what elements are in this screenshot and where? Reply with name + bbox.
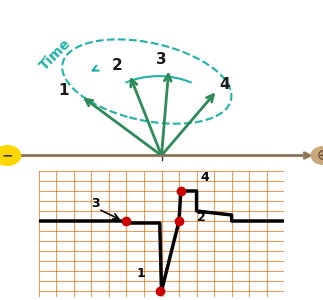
Circle shape: [311, 147, 323, 164]
Text: ⊕: ⊕: [317, 148, 323, 163]
Text: Time: Time: [37, 36, 74, 73]
Text: −: −: [2, 148, 13, 163]
Text: 1: 1: [137, 267, 146, 280]
Circle shape: [0, 146, 21, 165]
Text: 2: 2: [112, 58, 123, 73]
Text: 4: 4: [219, 77, 230, 92]
Text: 3: 3: [156, 52, 167, 67]
Text: 2: 2: [197, 211, 205, 224]
Text: 3: 3: [91, 197, 100, 210]
Text: 1: 1: [58, 83, 68, 98]
Text: 4: 4: [200, 171, 209, 184]
